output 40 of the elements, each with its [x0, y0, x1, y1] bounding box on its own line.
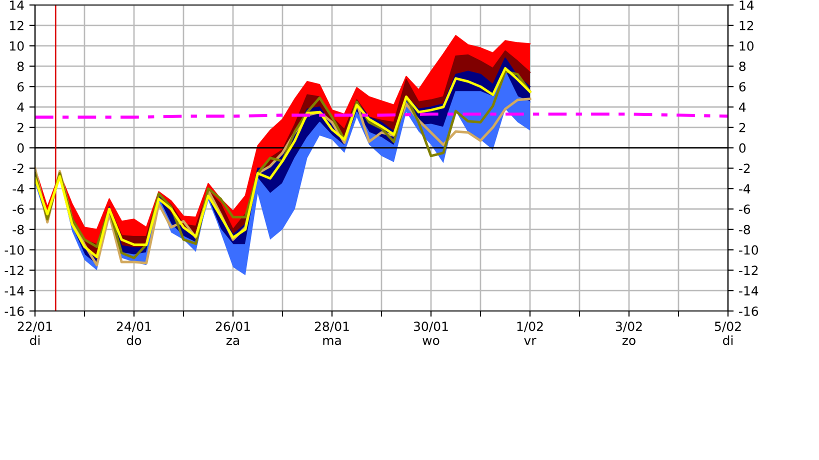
y-tick-label: -10 [4, 245, 24, 255]
y2-tick-label: 4 [739, 102, 746, 112]
x-tick-label: 1/02 vr [517, 322, 543, 345]
x-tick-label: 22/01 di [18, 322, 52, 346]
y-tick-label: 2 [18, 122, 24, 132]
x-tick-label: 24/01 do [116, 322, 151, 346]
y2-tick-label: -16 [739, 306, 758, 316]
y-tick-label: -12 [4, 266, 24, 275]
y-tick-label: 6 [18, 82, 24, 92]
x-tick-label: 26/01 za [216, 322, 250, 346]
x-tick-label: 30/01 wo [414, 322, 448, 346]
y2-tick-label: 10 [740, 41, 754, 51]
y-tick-label: -4 [12, 184, 24, 194]
y2-tick-label: -14 [739, 286, 758, 296]
y2-tick-label: 12 [740, 20, 754, 30]
y2-tick-label: -12 [739, 266, 758, 275]
y2-tick-label: -4 [739, 184, 750, 194]
x-tick-label: 28/01 ma [314, 322, 349, 346]
y2-tick-label: 0 [739, 143, 746, 153]
y-tick-label: 4 [17, 102, 24, 112]
y2-tick-label: -6 [739, 204, 750, 214]
y-tick-label: -16 [4, 306, 24, 316]
y2-tick-label: 6 [739, 82, 746, 92]
y2-tick-label: -10 [739, 245, 758, 255]
y-tick-label: 14 [10, 0, 24, 10]
y2-tick-label: 8 [739, 62, 746, 72]
y-tick-label: -2 [12, 164, 24, 173]
x-tick-label: 3/02 zo [616, 322, 642, 346]
y2-tick-label: -2 [739, 164, 750, 173]
y-tick-label: -8 [12, 224, 24, 234]
y-tick-label: 8 [17, 62, 24, 72]
y2-tick-label: 2 [739, 122, 746, 132]
y-tick-label: -6 [12, 204, 24, 214]
y-tick-label: 12 [10, 20, 24, 30]
y2-tick-label: -8 [739, 224, 750, 234]
x-tick-label: 5/02 di [714, 322, 741, 346]
y2-tick-label: 14 [740, 0, 754, 10]
y-tick-label: -14 [4, 286, 24, 296]
y-tick-label: 10 [10, 41, 24, 51]
y-tick-label: 0 [17, 143, 24, 153]
